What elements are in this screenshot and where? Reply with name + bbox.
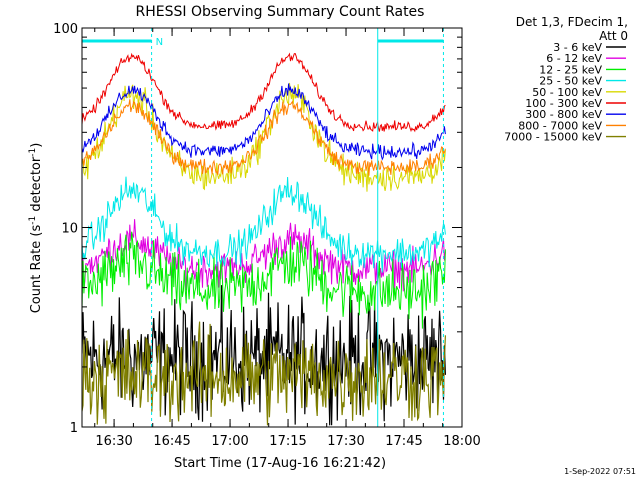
x-tick-label-6: 18:00 (443, 434, 480, 449)
y-tick-label-1: 10 (61, 222, 78, 237)
legend-label-0: 3 - 6 keV (553, 41, 602, 54)
y-axis-label-part1: Count Rate (s (29, 225, 44, 314)
series-line-7 (82, 99, 446, 176)
legend-label-5: 100 - 300 keV (525, 97, 602, 110)
series-line-4 (82, 82, 446, 192)
legend-label-7: 800 - 7000 keV (518, 119, 602, 132)
x-axis: 16:30 16:45 17:00 17:15 17:30 17:45 18:00 (94, 28, 481, 449)
chart-title: RHESSI Observing Summary Count Rates (136, 4, 425, 20)
info-line-1: Det 1,3, FDecim 1, (516, 15, 628, 29)
info-line-2: Att 0 (599, 29, 628, 43)
legend-label-2: 12 - 25 keV (539, 63, 602, 76)
y-axis: 1 10 100 (53, 22, 462, 436)
x-tick-label-5: 17:45 (385, 434, 422, 449)
x-axis-label: Start Time (17-Aug-16 16:21:42) (174, 456, 386, 471)
x-tick-label-1: 16:45 (153, 434, 190, 449)
y-axis-label-part3: ) (29, 143, 44, 148)
x-tick-label-0: 16:30 (95, 434, 132, 449)
night-markers: N (82, 28, 444, 427)
night-bar-label-0: N (156, 37, 163, 48)
series-line-1 (82, 219, 446, 292)
x-tick-label-2: 17:00 (211, 434, 248, 449)
series-line-2 (82, 231, 446, 329)
y-axis-label: Count Rate (s-1 detector-1) (28, 143, 44, 314)
y-tick-label-2: 100 (53, 22, 78, 37)
series-line-6 (82, 83, 446, 161)
series-line-3 (82, 176, 446, 273)
legend-label-4: 50 - 100 keV (532, 86, 602, 99)
legend-label-8: 7000 - 15000 keV (504, 131, 602, 144)
y-axis-label-part2: detector (29, 156, 44, 216)
footer-date: 1-Sep-2022 07:51 (564, 467, 636, 476)
x-tick-label-4: 17:30 (327, 434, 364, 449)
y-axis-label-sup2: -1 (28, 148, 38, 157)
y-tick-label-0: 1 (70, 421, 78, 436)
series-line-5 (82, 52, 446, 133)
y-axis-label-sup1: -1 (28, 216, 38, 225)
legend-label-6: 300 - 800 keV (525, 108, 602, 121)
legend-label-1: 6 - 12 keV (546, 52, 602, 65)
series-layer (82, 52, 446, 426)
legend-label-3: 25 - 50 keV (539, 75, 602, 88)
x-tick-label-3: 17:15 (269, 434, 306, 449)
series-line-8 (82, 321, 446, 426)
